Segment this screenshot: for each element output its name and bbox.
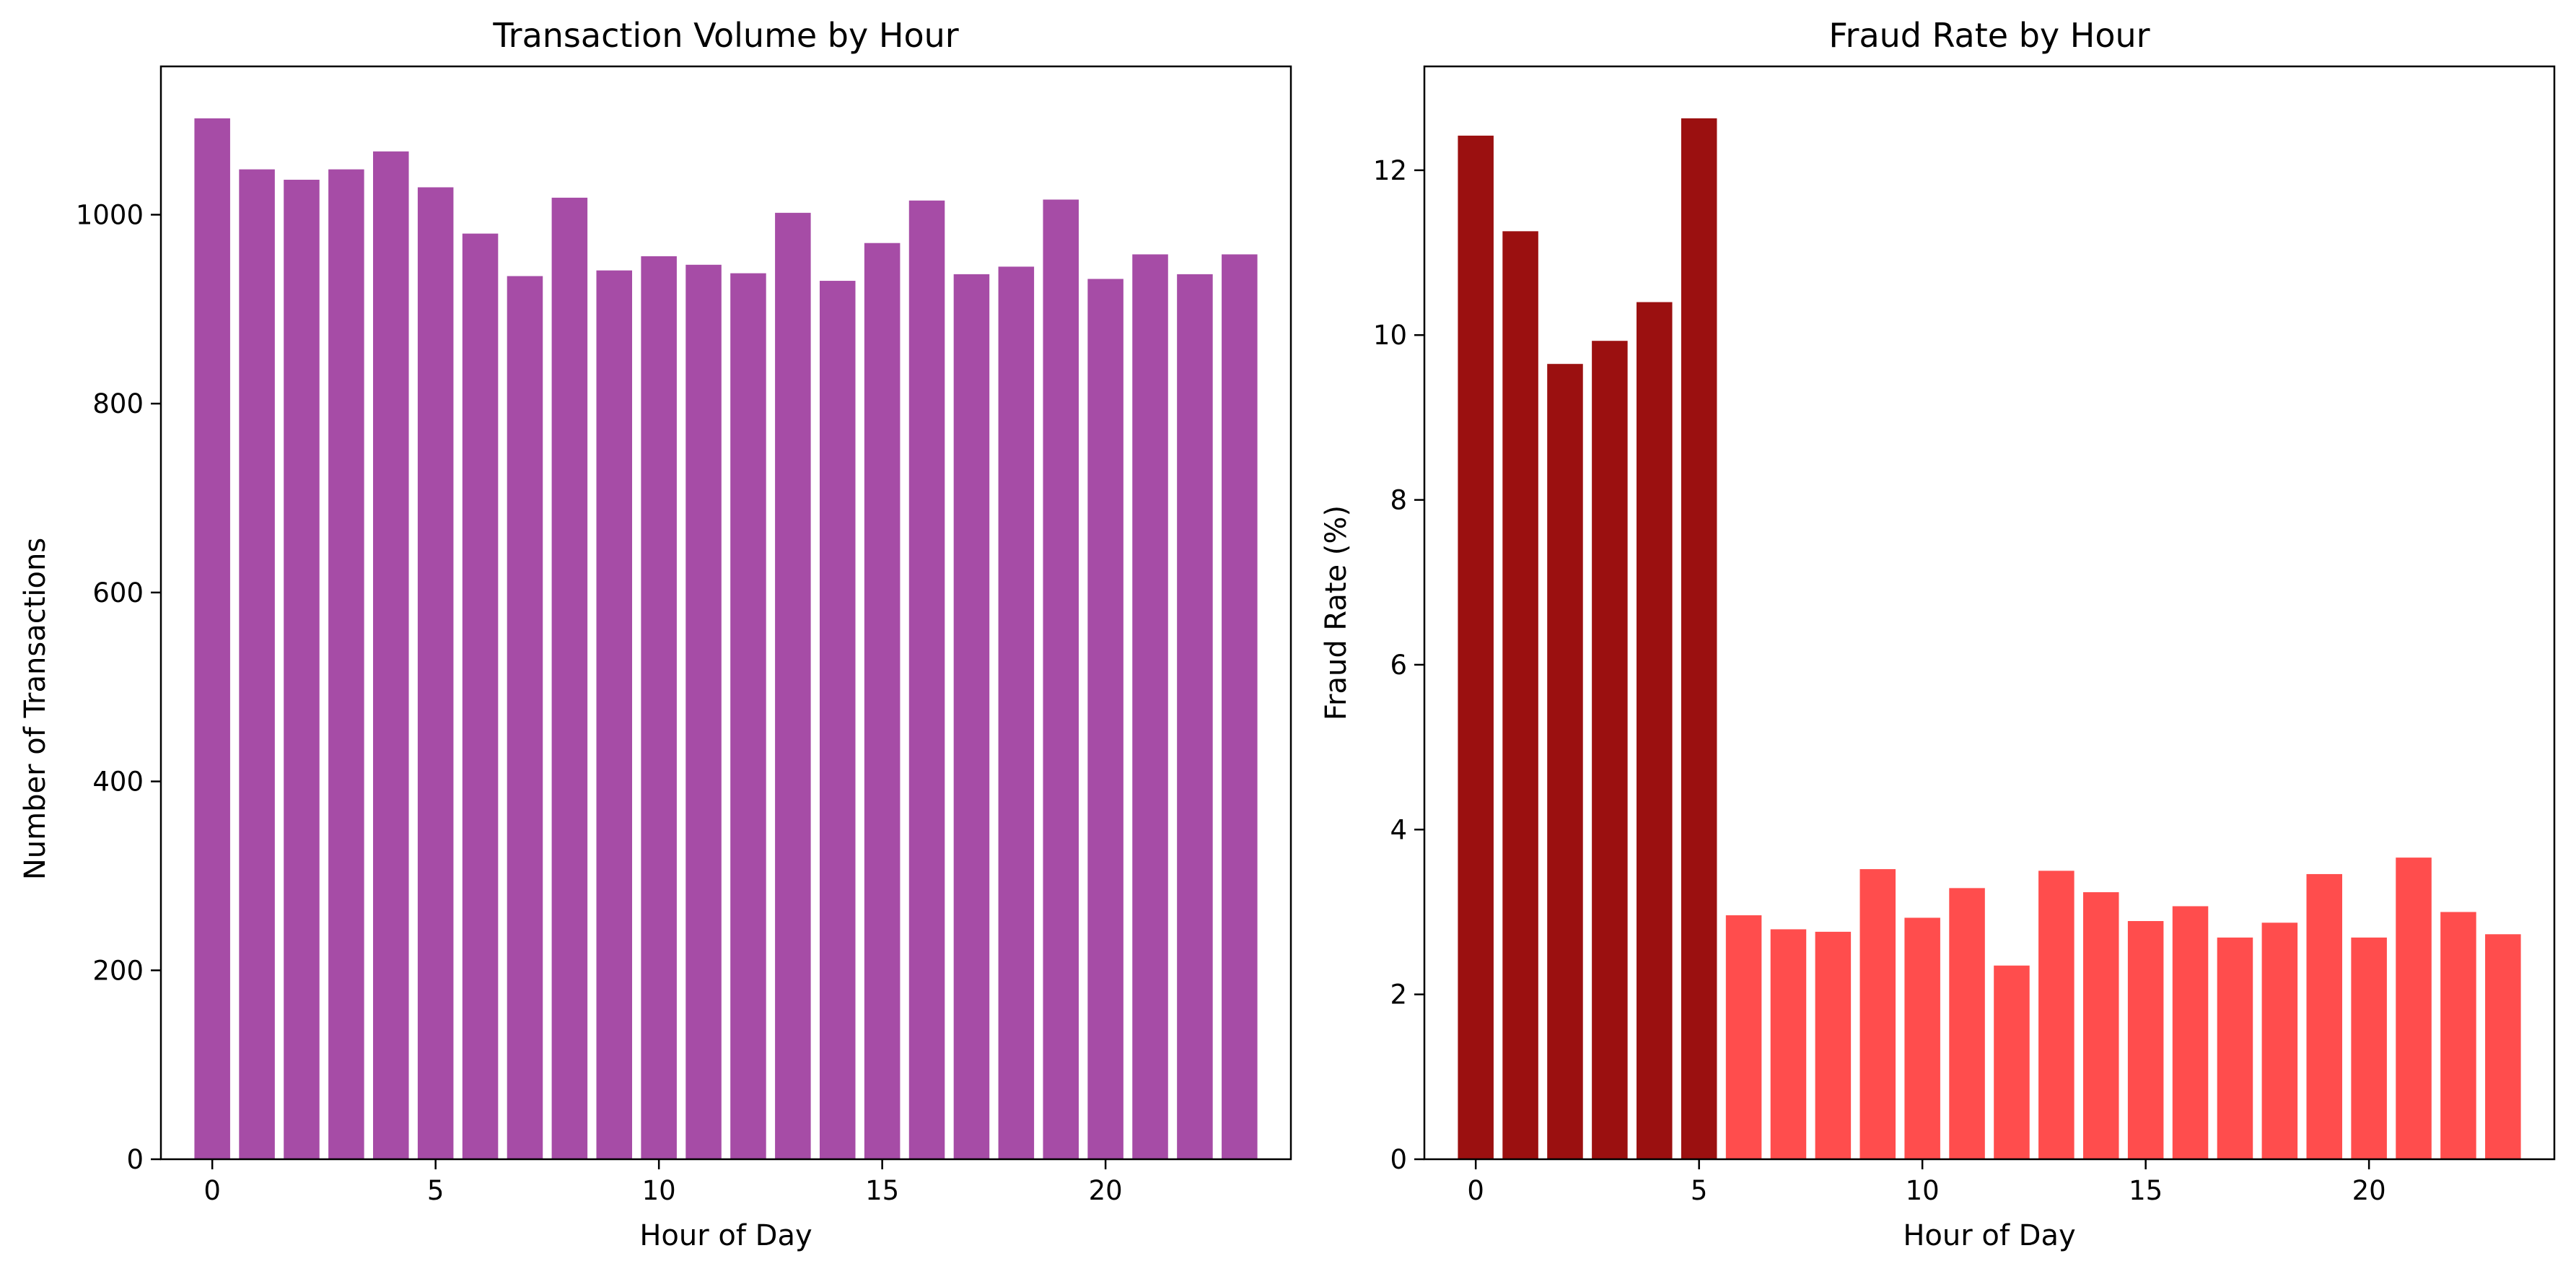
y-axis-ticks: 0 200 400 600 800 1000 <box>76 199 161 1175</box>
bar-hour-18 <box>998 266 1035 1159</box>
y-axis-ticks: 0 2 4 6 8 10 12 <box>1373 155 1424 1175</box>
bar-hour-1 <box>1502 231 1538 1159</box>
x-axis-ticks: 0 5 10 15 20 <box>203 1159 1123 1206</box>
bar-hour-3 <box>328 169 364 1159</box>
y-tick-label: 12 <box>1373 155 1407 186</box>
y-axis-label: Fraud Rate (%) <box>1320 505 1353 720</box>
plot-area-frame <box>159 65 1292 1161</box>
chart-title: Fraud Rate by Hour <box>1828 16 2150 55</box>
bar-hour-4 <box>373 151 409 1159</box>
bar-hour-7 <box>1770 929 1807 1159</box>
bar-hour-6 <box>462 233 499 1160</box>
y-tick-label: 800 <box>92 388 144 419</box>
bar-hour-8 <box>551 197 588 1159</box>
x-tick-label: 0 <box>203 1175 221 1206</box>
bar-hour-0 <box>1458 135 1494 1159</box>
y-tick-label: 200 <box>92 955 144 986</box>
bar-hour-23 <box>1222 254 1258 1159</box>
y-tick-label: 600 <box>92 577 144 608</box>
x-axis-label: Hour of Day <box>639 1219 812 1252</box>
chart-fraud-rate: Fraud Rate by Hour Hour of Day Fraud Rat… <box>1320 16 2556 1252</box>
x-tick-label: 0 <box>1467 1175 1484 1206</box>
bar-hour-19 <box>2306 873 2342 1159</box>
bar-hour-11 <box>685 264 722 1159</box>
x-axis-ticks: 0 5 10 15 20 <box>1467 1159 2386 1206</box>
bar-hour-5 <box>417 187 454 1159</box>
bar-hour-3 <box>1592 341 1628 1160</box>
bar-hour-12 <box>730 273 766 1160</box>
bar-hour-10 <box>1904 917 1940 1159</box>
bar-hour-22 <box>2440 912 2476 1159</box>
bar-hour-2 <box>1547 364 1583 1159</box>
bar-hour-15 <box>2127 921 2164 1159</box>
x-tick-label: 10 <box>1906 1175 1940 1206</box>
bar-hour-10 <box>641 256 677 1159</box>
bar-hour-21 <box>1132 254 1168 1159</box>
x-tick-label: 20 <box>1089 1175 1123 1206</box>
bar-hour-21 <box>2396 858 2432 1159</box>
bar-hour-20 <box>2351 937 2387 1159</box>
x-tick-label: 15 <box>865 1175 899 1206</box>
y-tick-label: 6 <box>1390 650 1407 681</box>
bar-hour-19 <box>1043 199 1079 1159</box>
bars <box>194 118 1258 1160</box>
bar-hour-14 <box>2082 892 2119 1159</box>
plot-area-frame <box>1423 65 2556 1161</box>
bar-hour-17 <box>2217 937 2253 1159</box>
bar-hour-12 <box>1994 965 2030 1159</box>
bar-hour-2 <box>284 180 320 1159</box>
bar-hour-9 <box>1859 869 1896 1159</box>
bar-hour-8 <box>1815 931 1852 1159</box>
bar-hour-13 <box>2038 871 2075 1159</box>
x-axis-label: Hour of Day <box>1903 1219 2075 1252</box>
y-tick-label: 8 <box>1390 485 1407 516</box>
x-tick-label: 5 <box>427 1175 444 1206</box>
bar-hour-5 <box>1681 118 1717 1159</box>
x-tick-label: 20 <box>2352 1175 2386 1206</box>
bars <box>1458 118 2521 1160</box>
x-tick-label: 5 <box>1691 1175 1708 1206</box>
y-tick-label: 4 <box>1390 814 1407 845</box>
bar-hour-22 <box>1177 274 1213 1159</box>
bar-hour-23 <box>2485 934 2521 1159</box>
bar-hour-1 <box>239 169 275 1159</box>
y-tick-label: 1000 <box>76 199 144 230</box>
bar-hour-17 <box>953 274 990 1159</box>
y-tick-label: 2 <box>1390 980 1407 1011</box>
y-tick-label: 10 <box>1373 320 1407 351</box>
bar-hour-0 <box>194 118 230 1160</box>
chart-transaction-volume: Transaction Volume by Hour Hour of Day N… <box>19 16 1292 1252</box>
y-tick-label: 0 <box>1390 1144 1407 1175</box>
y-tick-label: 400 <box>92 767 144 798</box>
y-axis-label: Number of Transactions <box>19 538 52 880</box>
bar-hour-9 <box>596 270 633 1160</box>
bar-hour-6 <box>1725 915 1762 1159</box>
x-tick-label: 15 <box>2129 1175 2163 1206</box>
bar-hour-16 <box>2172 906 2209 1159</box>
bar-hour-20 <box>1087 279 1123 1159</box>
x-tick-label: 10 <box>642 1175 676 1206</box>
bar-hour-14 <box>819 281 856 1159</box>
bar-hour-7 <box>507 276 543 1160</box>
y-tick-label: 0 <box>126 1144 144 1175</box>
bar-hour-4 <box>1637 302 1673 1159</box>
bar-hour-15 <box>864 243 901 1159</box>
bar-hour-18 <box>2261 922 2298 1159</box>
chart-title: Transaction Volume by Hour <box>492 16 958 55</box>
bar-hour-13 <box>775 212 811 1159</box>
bar-hour-16 <box>908 200 945 1159</box>
bar-hour-11 <box>1949 888 1985 1159</box>
